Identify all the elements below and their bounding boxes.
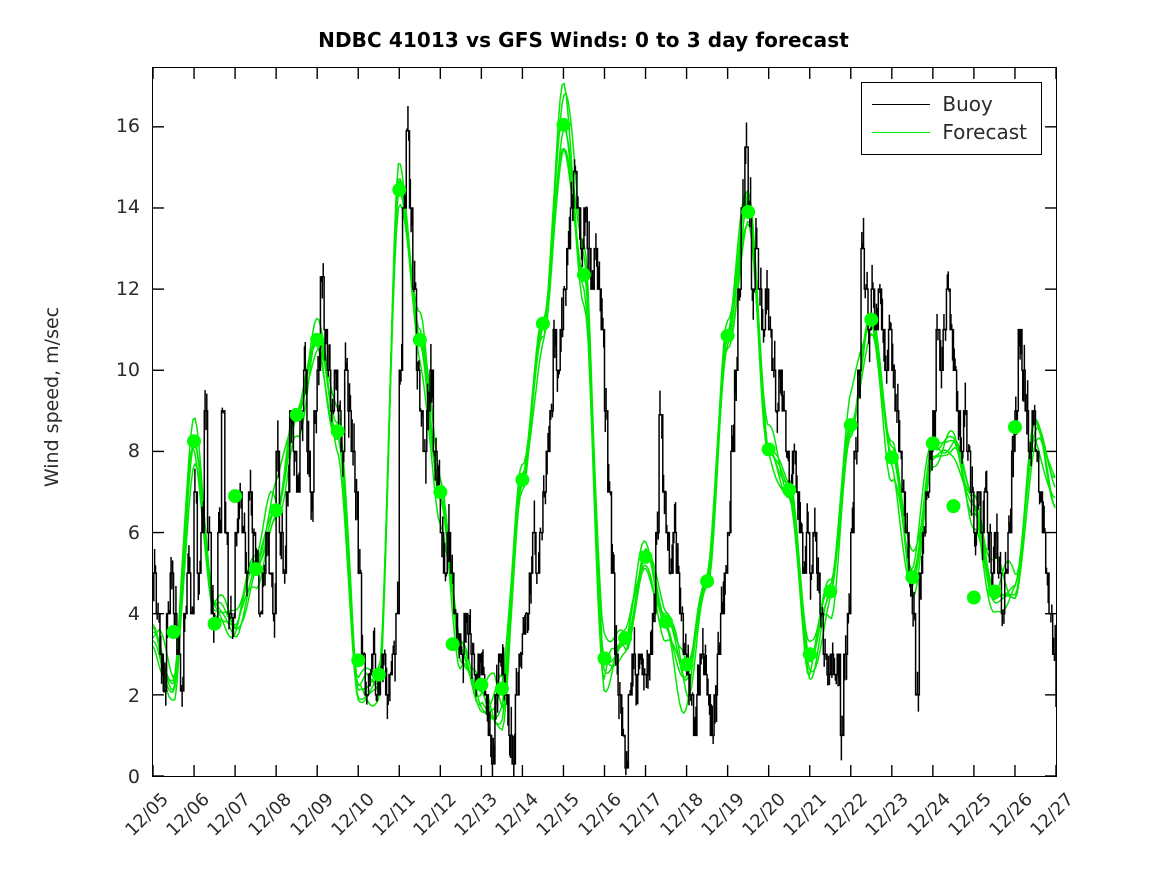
forecast-marker xyxy=(700,574,715,589)
forecast-marker xyxy=(494,681,509,696)
forecast-marker xyxy=(864,312,879,327)
y-tick-label: 10 xyxy=(115,359,140,382)
chart-title: NDBC 41013 vs GFS Winds: 0 to 3 day fore… xyxy=(318,28,849,52)
x-tick-label: 12/13 xyxy=(450,789,502,841)
forecast-marker xyxy=(618,631,633,646)
x-tick-label: 12/09 xyxy=(285,789,338,841)
x-tick-label: 12/19 xyxy=(697,789,749,841)
y-axis-label: Wind speed, m/sec xyxy=(41,306,63,488)
plot-area: Buoy Forecast xyxy=(152,67,1057,777)
legend-swatch-buoy xyxy=(872,103,931,105)
legend-label-buoy: Buoy xyxy=(942,92,993,116)
forecast-marker xyxy=(884,450,899,465)
forecast-markers xyxy=(166,117,1022,696)
forecast-marker xyxy=(823,584,838,599)
legend-label-forecast: Forecast xyxy=(942,120,1027,144)
y-tick-label: 14 xyxy=(115,196,140,219)
x-tick-label: 12/14 xyxy=(491,789,544,841)
x-tick-label: 12/23 xyxy=(861,789,914,841)
forecast-marker xyxy=(659,614,674,629)
forecast-marker xyxy=(720,328,735,343)
axis-ticks xyxy=(153,68,1056,776)
forecast-marker xyxy=(905,570,920,585)
forecast-marker xyxy=(597,651,612,666)
forecast-marker xyxy=(269,503,284,518)
forecast-marker xyxy=(515,472,530,487)
forecast-marker xyxy=(638,549,653,564)
forecast-marker xyxy=(474,677,489,692)
forecast-marker xyxy=(843,418,858,433)
y-tick-label: 16 xyxy=(115,114,140,137)
forecast-marker xyxy=(741,205,756,219)
x-tick-label: 12/16 xyxy=(573,789,626,841)
forecast-marker xyxy=(207,616,222,631)
forecast-marker xyxy=(433,485,448,499)
x-tick-label: 12/11 xyxy=(368,789,420,841)
forecast-marker xyxy=(166,625,181,639)
forecast-marker xyxy=(412,332,427,347)
x-tick-label: 12/12 xyxy=(409,789,461,841)
forecast-marker xyxy=(310,332,325,347)
forecast-marker xyxy=(330,424,345,439)
forecast-marker xyxy=(248,562,263,577)
x-tick-label: 12/08 xyxy=(244,789,297,841)
forecast-marker xyxy=(289,407,304,422)
y-tick-label: 2 xyxy=(127,684,140,707)
chart-canvas xyxy=(153,68,1056,776)
forecast-marker xyxy=(946,499,961,514)
y-tick-label: 0 xyxy=(127,766,140,788)
forecast-marker xyxy=(925,436,940,451)
legend-swatch-forecast xyxy=(872,131,931,133)
x-tick-label: 12/20 xyxy=(738,789,790,841)
forecast-marker xyxy=(371,667,386,682)
y-tick-label: 4 xyxy=(127,603,140,626)
x-tick-label: 12/15 xyxy=(532,789,585,841)
buoy-stairs-line xyxy=(153,105,1056,776)
forecast-marker xyxy=(187,434,201,449)
forecast-marker xyxy=(679,657,694,672)
forecast-marker xyxy=(1008,420,1022,435)
forecast-marker xyxy=(576,267,591,282)
x-tick-label: 12/21 xyxy=(779,789,832,841)
legend[interactable]: Buoy Forecast xyxy=(861,82,1042,155)
forecast-marker xyxy=(556,117,571,132)
forecast-marker xyxy=(987,584,1002,599)
forecast-marker xyxy=(802,647,817,662)
x-tick-label: 12/10 xyxy=(326,789,379,841)
x-tick-label: 12/22 xyxy=(820,789,873,841)
forecast-marker xyxy=(228,489,243,504)
forecast-marker xyxy=(535,316,550,331)
x-tick-label: 12/06 xyxy=(162,789,214,841)
forecast-marker xyxy=(351,653,366,668)
legend-item-buoy: Buoy xyxy=(872,90,1027,118)
legend-item-forecast: Forecast xyxy=(872,118,1027,146)
x-tick-label: 12/17 xyxy=(614,789,667,841)
y-tick-label: 8 xyxy=(127,440,140,463)
y-tick-label: 12 xyxy=(115,277,140,300)
x-tick-label: 12/07 xyxy=(203,789,256,841)
x-tick-label: 12/18 xyxy=(656,789,708,841)
x-tick-label: 12/24 xyxy=(902,789,955,841)
forecast-marker xyxy=(761,442,776,457)
x-tick-label: 12/27 xyxy=(1026,789,1078,841)
forecast-marker xyxy=(782,483,797,497)
forecast-marker xyxy=(966,590,981,605)
x-tick-label: 12/25 xyxy=(944,789,996,841)
forecast-marker xyxy=(445,637,460,652)
y-tick-label: 6 xyxy=(127,521,140,544)
forecast-marker xyxy=(392,182,407,197)
x-tick-label: 12/05 xyxy=(121,789,173,841)
x-tick-label: 12/26 xyxy=(985,789,1037,841)
